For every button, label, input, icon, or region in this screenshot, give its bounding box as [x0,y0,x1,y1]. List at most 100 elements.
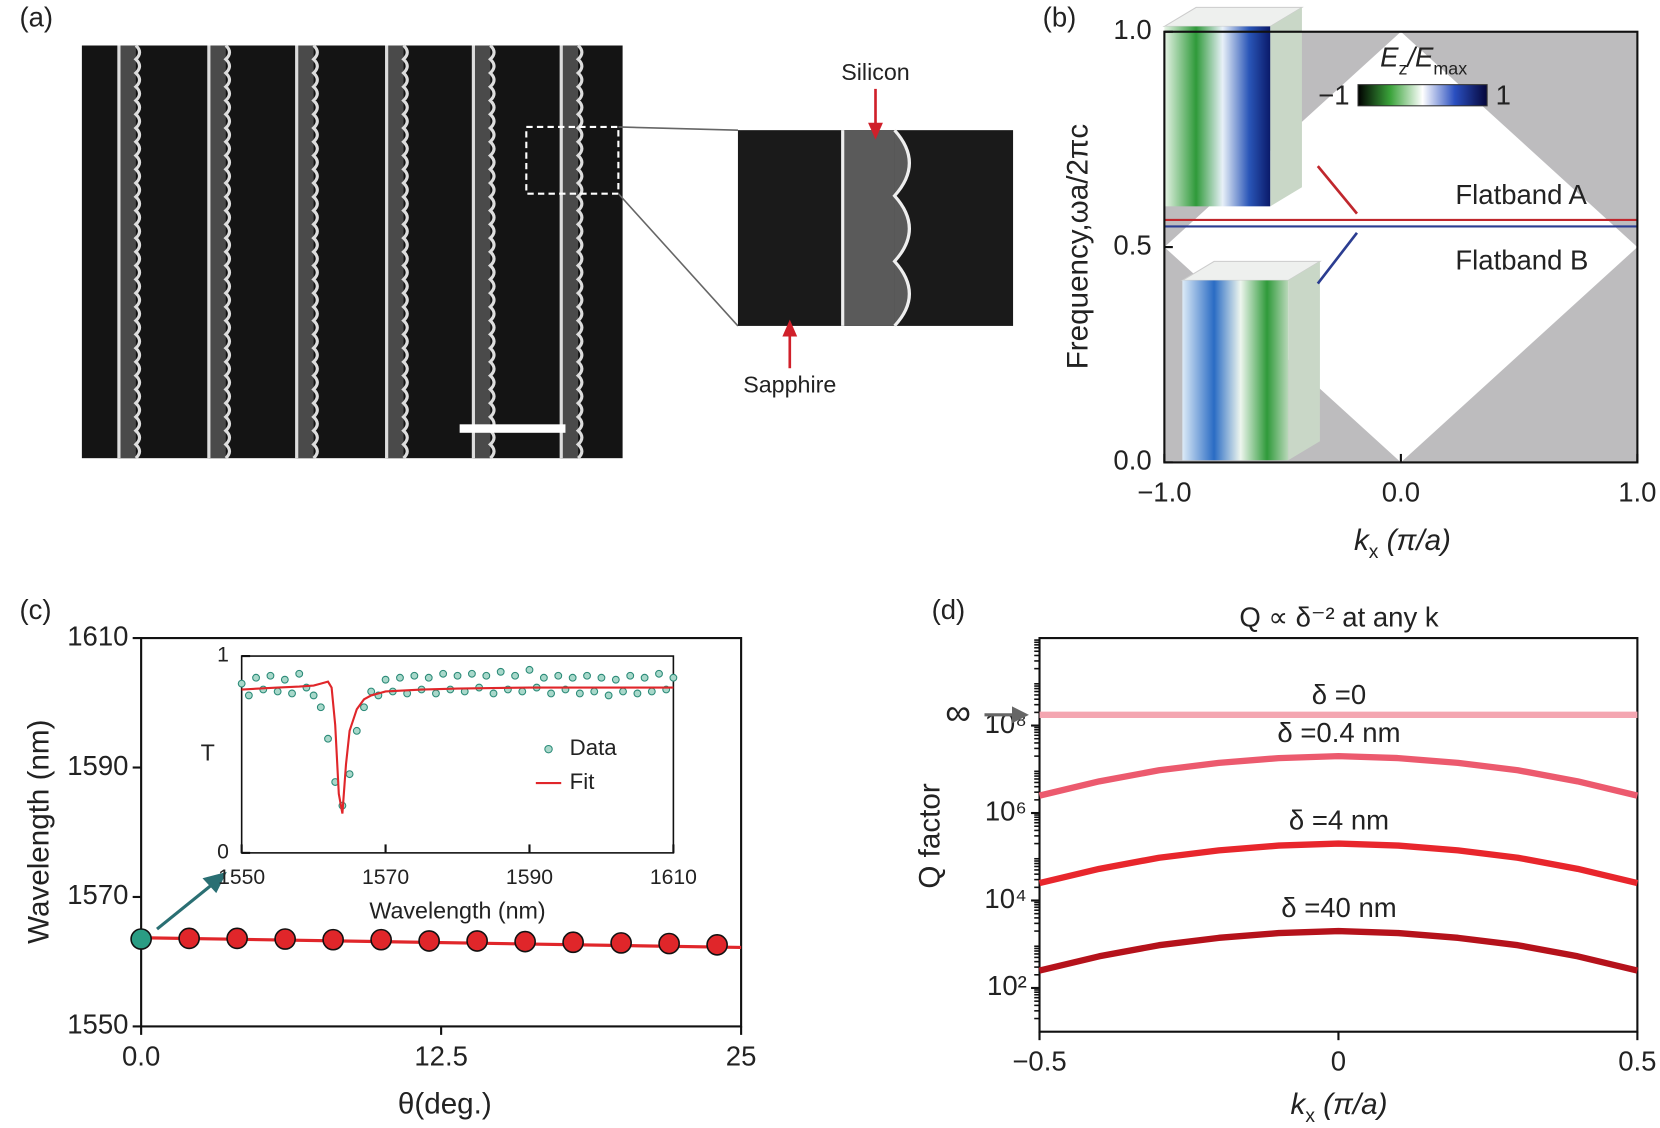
panel-label: (d) [932,594,966,625]
axis-label: Ez/Emax [1380,42,1467,78]
x-tick-label: 1550 [218,866,265,889]
label-part: E [1380,42,1399,73]
data-point [658,932,680,955]
axis-label: θ(deg.) [398,1088,492,1121]
mode-side [1270,7,1302,207]
data-point [525,665,534,674]
infinity-label: ∞ [945,691,971,732]
stripe [118,45,136,459]
mode-face [1164,26,1271,207]
sem-image [81,45,623,459]
data-point [554,671,563,680]
axis-label: Frequency,ωa/2πc [1062,124,1095,370]
annotation: Silicon [841,59,910,85]
axis-label: kx (π/a) [1354,524,1451,563]
x-tick-label: 1590 [506,866,553,889]
data-point [244,691,253,700]
data-point [626,671,635,680]
axis-label: Wavelength (nm) [369,897,545,923]
y-tick-label: 1550 [67,1009,128,1040]
x-tick-label: 0.5 [1618,1046,1656,1077]
data-point [482,671,491,680]
data-point [633,689,642,698]
data-point [274,928,296,950]
chart-title: Q ∝ δ⁻² at any k [1239,601,1438,632]
y-tick-label: 0.0 [1113,445,1151,476]
q-curve [1038,752,1639,799]
data-point [410,671,419,680]
arrow-head [868,122,883,140]
data-point [604,691,613,700]
q-curve [1038,927,1639,974]
legend-label: Fit [570,769,596,794]
data-point [237,679,246,688]
stripe [561,45,579,459]
label-part: /E [1405,42,1434,73]
axis-label: kx (π/a) [1291,1088,1388,1127]
data-point [511,671,520,680]
zoom-box [525,125,620,195]
curve-label: δ =0.4 nm [1277,717,1400,748]
y-tick-label: 0 [217,840,229,863]
data-point [273,687,282,696]
data-point [539,673,548,682]
data-point [424,673,433,682]
panel-label: (c) [19,594,51,625]
colorbar-tick-label: −1 [1318,80,1349,111]
label-part: (π/a) [1378,524,1450,557]
data-point [130,928,152,950]
data-point [547,689,555,698]
stripe-edge [401,44,409,460]
sem-stripes [117,44,584,460]
axis-label: Q factor [913,783,946,888]
data-point [396,673,404,682]
data-point [466,930,488,952]
arrow-head [782,319,798,337]
y-tick-label: 1.0 [1113,14,1151,45]
scale-bar [459,424,566,433]
data-point [575,689,584,698]
arrow-head [1012,706,1029,724]
data-point [583,671,591,680]
q-curve [1038,840,1639,887]
data-point [280,675,289,684]
zoom-edge [892,129,911,327]
panel-label: (b) [1043,1,1077,32]
y-tick-label: 10⁴ [984,883,1026,914]
stripe-edge [575,44,584,460]
label-part: x [1305,1105,1315,1126]
data-point [178,927,200,950]
zoom-line [618,126,738,131]
x-tick-label: −0.5 [1012,1046,1066,1077]
legend-marker [544,744,553,754]
data-point [266,671,275,680]
x-tick-label: 0.0 [1382,476,1420,507]
data-point [352,726,361,735]
legend-label: Data [570,735,618,760]
x-tick-label: 25 [726,1040,757,1071]
data-point [611,675,620,684]
y-tick-label: 1 [217,644,229,667]
data-point [468,669,476,678]
data-point [324,734,332,743]
data-point [610,932,632,954]
data-point [288,689,296,698]
label-part: (π/a) [1315,1088,1387,1121]
data-point [453,671,462,680]
x-tick-label: 0.0 [122,1040,160,1071]
data-point [360,703,368,712]
stripe [208,45,226,459]
y-tick-label: 1610 [67,620,128,651]
data-point [590,687,599,696]
stripe-edge [223,44,232,460]
flatband-label: Flatband A [1455,179,1587,210]
data-point [562,931,584,954]
y-tick-label: 10² [987,970,1027,1001]
stripe [473,45,491,459]
arrow [1316,165,1358,215]
data-point [252,673,260,682]
data-point [669,673,678,682]
x-tick-label: −1.0 [1137,476,1191,507]
label-part: z [1398,58,1407,78]
